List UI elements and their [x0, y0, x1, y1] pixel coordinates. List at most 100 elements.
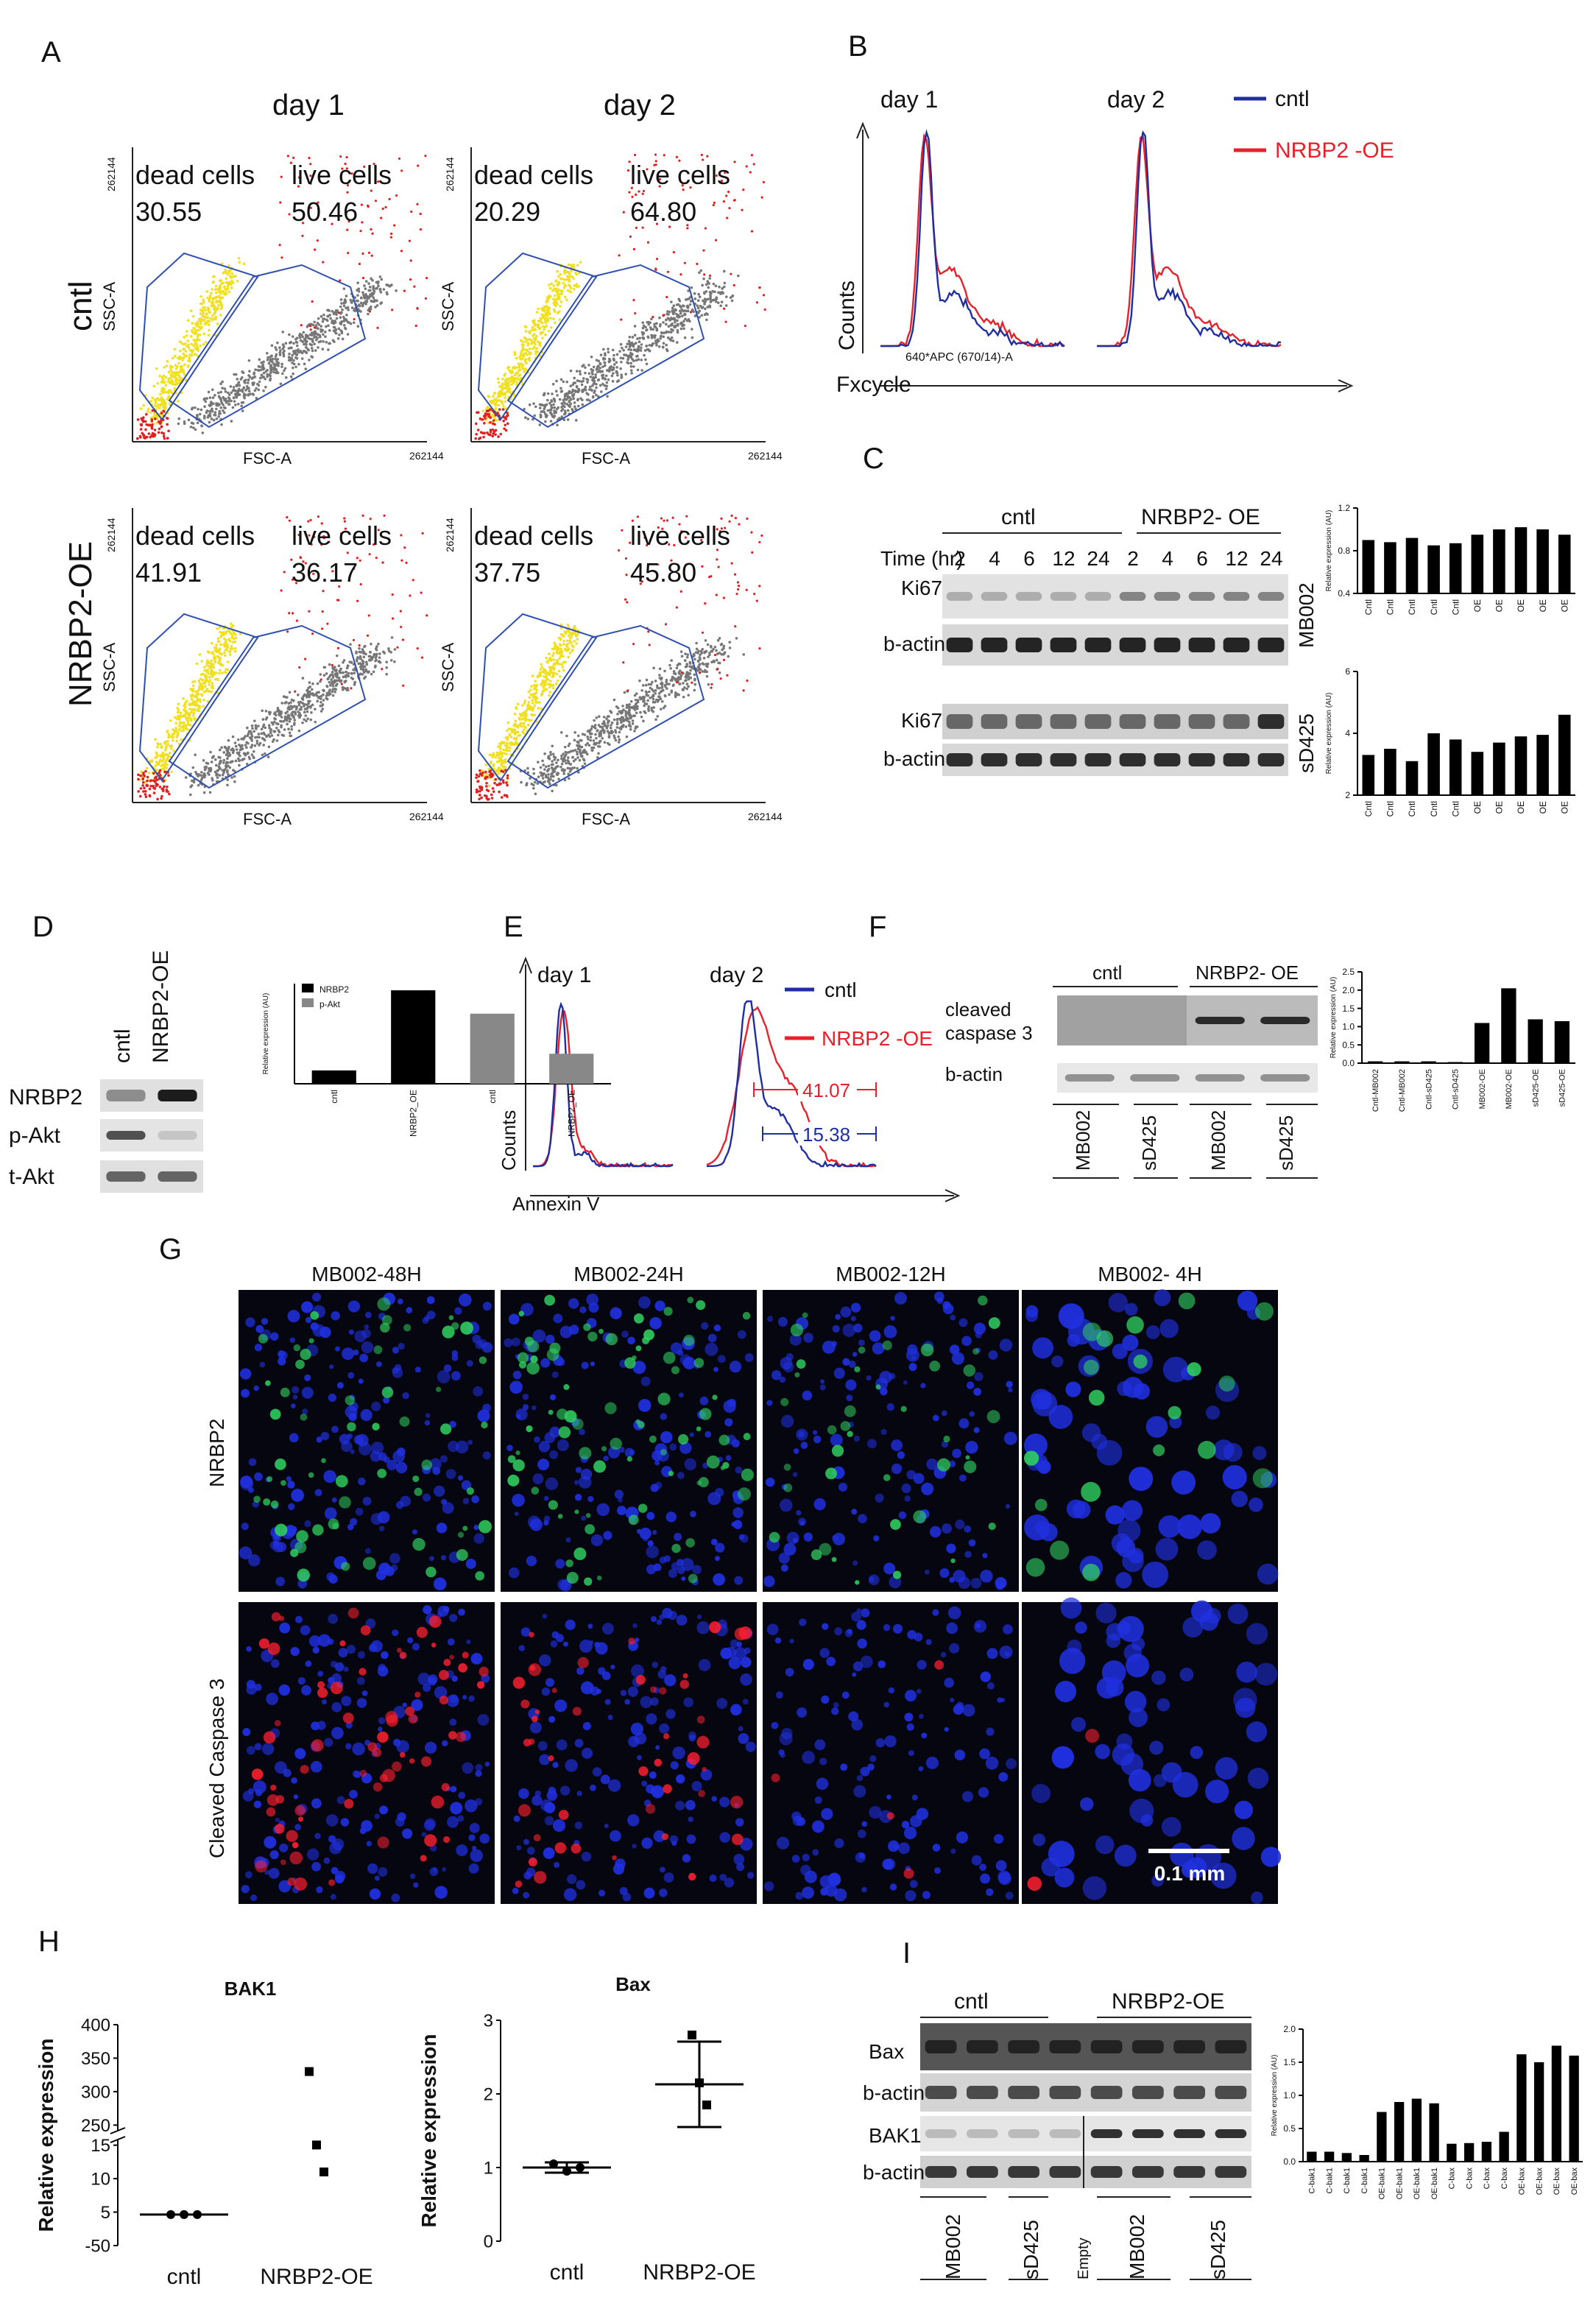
event-dot — [520, 365, 524, 369]
event-dot — [378, 652, 381, 655]
event-dot — [400, 625, 403, 629]
event-dot — [316, 682, 319, 685]
event-dot — [346, 228, 349, 231]
event-dot — [510, 379, 513, 383]
event-dot — [500, 761, 504, 765]
event-dot — [648, 344, 652, 347]
event-dot — [286, 630, 289, 633]
event-dot — [297, 362, 300, 366]
event-dot — [246, 381, 250, 384]
event-dot — [673, 317, 677, 320]
event-dot — [669, 679, 673, 682]
event-dot — [367, 282, 370, 285]
event-dot — [219, 301, 222, 305]
event-dot — [224, 268, 227, 272]
event-dot — [595, 386, 598, 389]
event-dot — [522, 728, 526, 731]
event-dot — [331, 685, 335, 688]
event-dot — [140, 423, 144, 426]
event-dot — [301, 698, 305, 701]
event-dot — [682, 320, 685, 323]
event-dot — [553, 406, 557, 409]
event-dot — [573, 376, 576, 380]
event-dot — [160, 764, 163, 768]
event-dot — [669, 331, 673, 334]
event-dot — [578, 744, 581, 747]
event-dot — [219, 759, 222, 763]
event-dot — [713, 646, 717, 649]
event-dot — [297, 176, 301, 179]
event-dot — [209, 409, 213, 412]
event-dot — [299, 350, 303, 353]
event-dot — [607, 732, 610, 735]
event-dot — [367, 307, 371, 310]
event-dot — [599, 353, 603, 356]
event-dot — [304, 345, 308, 349]
event-dot — [191, 698, 194, 701]
event-dot — [631, 358, 634, 361]
event-dot — [231, 281, 235, 284]
event-dot — [336, 336, 340, 340]
event-dot — [660, 677, 663, 681]
event-dot — [311, 334, 314, 337]
event-dot — [220, 746, 223, 750]
event-dot — [201, 309, 204, 313]
event-dot — [190, 342, 194, 346]
event-dot — [334, 684, 338, 688]
event-dot — [323, 666, 327, 669]
event-dot — [640, 343, 643, 346]
event-dot — [342, 315, 345, 319]
event-dot — [537, 707, 540, 710]
event-dot — [561, 289, 564, 292]
event-dot — [203, 674, 207, 678]
event-dot — [155, 761, 158, 763]
event-dot — [713, 298, 716, 302]
event-dot — [506, 783, 509, 787]
gate-percent: 20.29 — [474, 197, 540, 227]
event-dot — [314, 324, 318, 327]
event-dot — [361, 291, 364, 295]
event-dot — [350, 671, 353, 675]
event-dot — [546, 776, 550, 779]
event-dot — [218, 762, 221, 766]
event-dot — [501, 384, 504, 387]
event-dot — [620, 725, 623, 729]
event-dot — [317, 323, 321, 326]
event-dot — [662, 342, 665, 345]
event-dot — [580, 755, 584, 758]
event-dot — [642, 324, 646, 328]
event-dot — [555, 379, 558, 383]
event-dot — [583, 762, 587, 766]
event-dot — [317, 207, 319, 210]
event-dot — [398, 157, 401, 161]
event-dot — [569, 398, 573, 401]
event-dot — [182, 696, 185, 700]
event-dot — [339, 320, 343, 324]
event-dot — [362, 655, 366, 659]
event-dot — [552, 415, 555, 419]
event-dot — [688, 660, 692, 664]
event-dot — [590, 367, 593, 371]
event-dot — [690, 286, 693, 289]
event-dot — [617, 735, 620, 738]
event-dot — [622, 708, 625, 711]
event-dot — [525, 783, 529, 786]
event-dot — [294, 690, 297, 693]
event-dot — [403, 289, 406, 292]
event-dot — [321, 610, 324, 613]
event-dot — [636, 368, 640, 372]
event-dot — [244, 393, 247, 397]
event-dot — [634, 698, 638, 702]
event-dot — [683, 686, 686, 689]
event-dot — [489, 416, 492, 419]
event-dot — [160, 426, 163, 428]
event-dot — [532, 687, 536, 691]
event-dot — [530, 685, 533, 688]
event-dot — [504, 400, 507, 403]
event-dot — [538, 403, 542, 406]
event-dot — [510, 371, 514, 375]
event-dot — [685, 679, 688, 682]
event-dot — [709, 644, 713, 648]
event-dot — [652, 315, 654, 319]
event-dot — [479, 431, 483, 434]
